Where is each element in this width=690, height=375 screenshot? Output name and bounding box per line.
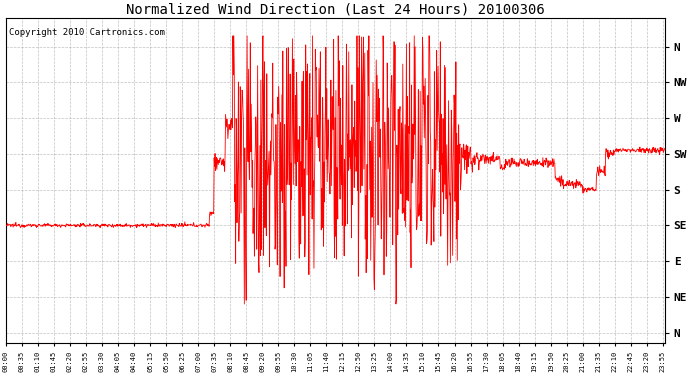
Text: Copyright 2010 Cartronics.com: Copyright 2010 Cartronics.com bbox=[9, 28, 165, 37]
Title: Normalized Wind Direction (Last 24 Hours) 20100306: Normalized Wind Direction (Last 24 Hours… bbox=[126, 3, 544, 17]
